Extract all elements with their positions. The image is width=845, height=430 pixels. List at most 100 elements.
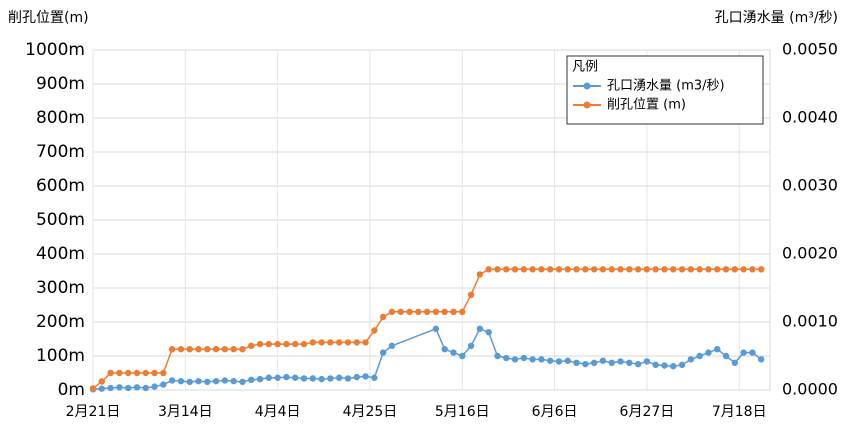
y-tick-label: 500m bbox=[36, 210, 85, 230]
data-point bbox=[415, 308, 422, 315]
y-tick-label: 200m bbox=[36, 312, 85, 332]
data-point bbox=[204, 346, 211, 353]
data-point bbox=[538, 356, 545, 363]
data-point bbox=[335, 339, 343, 346]
data-point bbox=[256, 375, 264, 383]
legend-box bbox=[566, 55, 764, 125]
data-point bbox=[599, 266, 607, 273]
data-point bbox=[300, 375, 308, 382]
data-point bbox=[177, 377, 185, 385]
data-point bbox=[107, 384, 114, 392]
data-point bbox=[362, 339, 369, 346]
data-point bbox=[230, 346, 237, 353]
data-point bbox=[520, 354, 528, 362]
data-point bbox=[617, 358, 624, 365]
data-point bbox=[168, 377, 176, 384]
data-point bbox=[758, 356, 765, 363]
data-point bbox=[212, 377, 220, 385]
x-tick-label: 6月6日 bbox=[532, 404, 578, 420]
data-point bbox=[608, 266, 615, 273]
y-tick-label: 0m bbox=[58, 380, 85, 400]
data-point bbox=[371, 327, 378, 334]
x-tick-label: 2月21日 bbox=[66, 404, 121, 420]
data-point bbox=[459, 308, 466, 315]
data-point bbox=[705, 266, 712, 273]
data-point bbox=[467, 342, 475, 349]
y2-tick-label: 0.0000 bbox=[782, 380, 838, 399]
data-point bbox=[705, 349, 712, 356]
legend-label: 孔口湧水量 (m3/秒) bbox=[607, 78, 725, 94]
data-point bbox=[212, 346, 220, 353]
y-tick-label: 100m bbox=[36, 346, 85, 366]
data-point bbox=[687, 266, 695, 273]
data-point bbox=[116, 384, 123, 391]
data-point bbox=[292, 374, 299, 381]
y-tick-label: 400m bbox=[36, 244, 85, 264]
data-point bbox=[168, 346, 176, 353]
y2-tick-label: 0.0040 bbox=[782, 108, 838, 127]
data-point bbox=[318, 339, 325, 346]
data-point bbox=[160, 381, 167, 388]
data-point bbox=[107, 369, 114, 377]
data-point bbox=[634, 266, 642, 273]
data-point bbox=[186, 346, 193, 353]
data-point bbox=[687, 356, 695, 363]
data-point bbox=[529, 266, 536, 273]
data-point bbox=[661, 266, 668, 273]
data-point bbox=[98, 378, 105, 385]
data-point bbox=[714, 266, 721, 273]
data-point bbox=[450, 308, 457, 315]
data-point bbox=[177, 346, 185, 353]
data-point bbox=[459, 352, 466, 360]
data-point bbox=[467, 291, 475, 298]
data-point bbox=[292, 340, 299, 348]
data-point bbox=[300, 340, 308, 348]
data-point bbox=[538, 266, 545, 273]
legend-label: 削孔位置 (m) bbox=[607, 98, 686, 113]
y-tick-label: 900m bbox=[36, 74, 85, 94]
data-point bbox=[634, 360, 642, 368]
data-point bbox=[476, 325, 484, 332]
data-point bbox=[441, 346, 448, 353]
data-point bbox=[362, 373, 369, 380]
data-point bbox=[335, 374, 343, 381]
data-point bbox=[353, 339, 360, 346]
legend-title: 凡例 bbox=[572, 60, 598, 75]
data-point bbox=[599, 357, 607, 364]
x-tick-label: 4月4日 bbox=[255, 404, 301, 420]
data-point bbox=[511, 266, 519, 273]
data-point bbox=[230, 377, 237, 385]
data-point bbox=[133, 369, 141, 377]
data-point bbox=[652, 361, 659, 369]
data-point bbox=[564, 357, 571, 364]
data-point bbox=[740, 266, 747, 273]
data-point bbox=[195, 346, 202, 353]
x-tick-label: 4月25日 bbox=[343, 404, 398, 420]
data-point bbox=[503, 354, 510, 362]
data-point bbox=[485, 266, 492, 273]
data-point bbox=[582, 360, 589, 368]
data-point bbox=[626, 359, 633, 366]
data-point bbox=[353, 373, 360, 381]
data-point bbox=[546, 357, 554, 364]
data-point bbox=[555, 358, 563, 365]
data-point bbox=[476, 271, 484, 278]
data-point bbox=[678, 266, 686, 273]
data-point bbox=[722, 352, 730, 360]
data-point bbox=[239, 378, 246, 386]
data-point bbox=[696, 266, 703, 273]
data-point bbox=[678, 361, 686, 369]
data-point bbox=[494, 266, 501, 273]
x-tick-label: 3月14日 bbox=[158, 404, 213, 420]
data-point bbox=[195, 377, 202, 385]
y-tick-label: 1000m bbox=[25, 40, 85, 60]
y2-tick-label: 0.0010 bbox=[782, 312, 838, 331]
y2-tick-label: 0.0030 bbox=[782, 176, 838, 195]
data-point bbox=[248, 376, 255, 383]
data-point bbox=[758, 266, 765, 273]
data-point bbox=[573, 359, 580, 366]
data-point bbox=[643, 358, 651, 365]
data-point bbox=[494, 352, 501, 360]
data-point bbox=[124, 384, 132, 392]
